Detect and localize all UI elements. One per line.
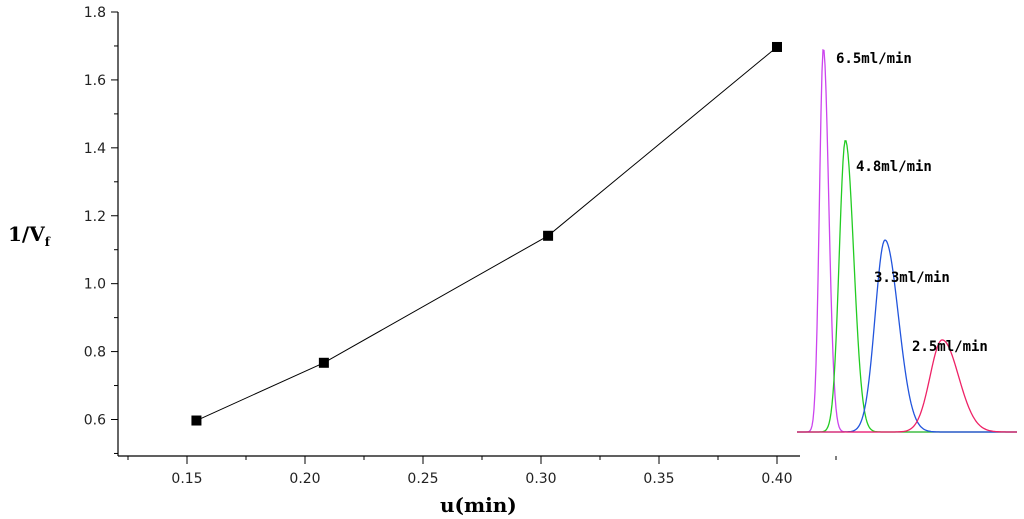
x-tick-label: 0.35 [643, 471, 674, 487]
axes: 0.6 0.8 1.0 1.2 1.4 1.6 1.8 0.15 0.20 0.25 0.30 0.3… [84, 5, 837, 487]
inset-peak-3 [797, 339, 1017, 433]
plot-area [191, 41, 782, 426]
data-point-marker [318, 357, 329, 368]
x-tick-label: 0.25 [407, 471, 438, 487]
x-tick-label: 0.40 [761, 471, 792, 487]
x-tick-label: 0.15 [171, 471, 202, 487]
inset-peak-label: 2.5ml/min [912, 339, 988, 355]
inset-chromatogram: 6.5ml/min 4.8ml/min 3.3ml/min 2.5ml/min [797, 49, 1017, 433]
y-tick-label: 0.6 [84, 413, 106, 429]
data-point-marker [191, 415, 202, 426]
inset-peak-label: 3.3ml/min [874, 270, 950, 286]
x-tick-label: 0.20 [289, 471, 320, 487]
y-tick-label: 1.8 [84, 5, 106, 21]
y-tick-label: 1.4 [84, 141, 106, 157]
y-tick-label: 1.0 [84, 277, 106, 293]
y-tick-label: 0.8 [84, 345, 106, 361]
inset-peak-0 [797, 49, 1017, 433]
y-axis-title-sub: f [45, 235, 51, 249]
series-line [196, 46, 778, 421]
y-tick-label: 1.2 [84, 209, 106, 225]
data-point-marker [543, 230, 554, 241]
inset-peak-label: 6.5ml/min [836, 51, 912, 67]
y-tick-label: 1.6 [84, 73, 106, 89]
x-axis-title: u(min) [440, 493, 517, 517]
y-axis-title-main: 1/V [8, 222, 45, 246]
x-tick-label: 0.30 [525, 471, 556, 487]
inset-peak-1 [797, 140, 1017, 433]
inset-peak-label: 4.8ml/min [856, 159, 932, 175]
data-point-marker [772, 41, 782, 52]
y-axis-title: 1/Vf [8, 222, 51, 249]
